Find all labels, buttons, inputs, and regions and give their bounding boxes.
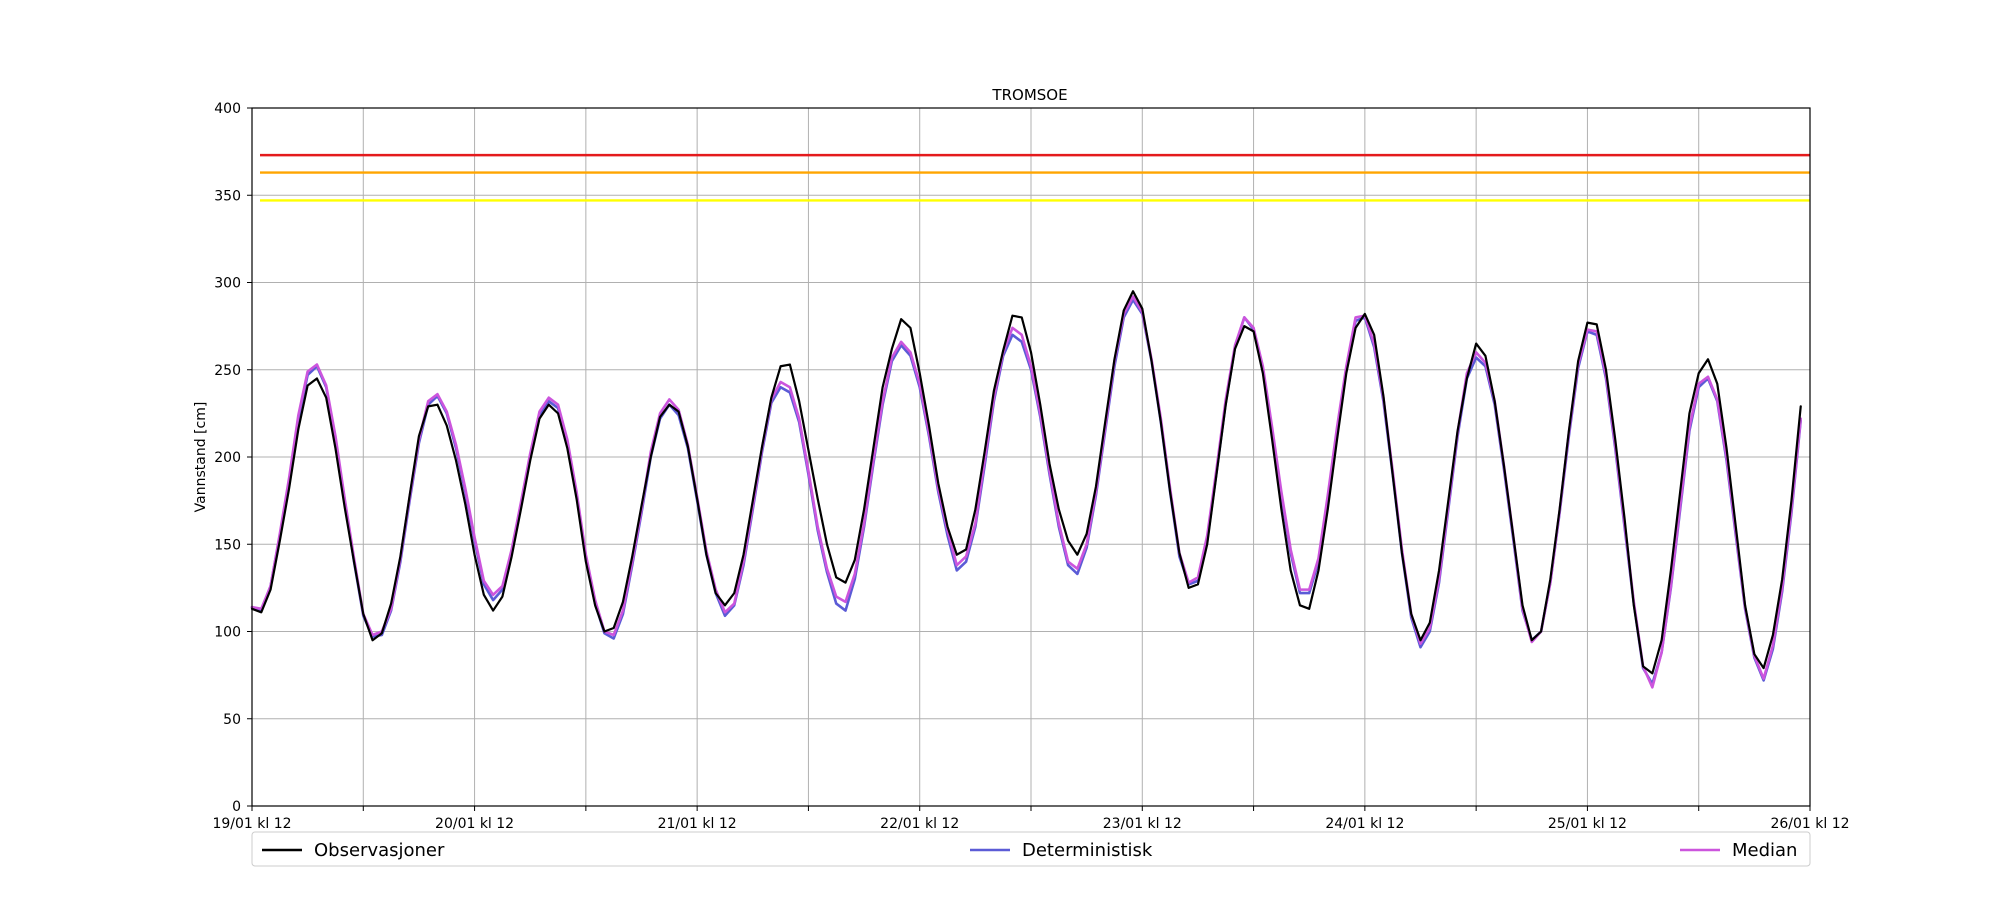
chart-title: TROMSOE [991,86,1067,104]
y-tick-label: 100 [214,625,241,641]
legend: Observasjoner Deterministisk Median [251,831,1811,867]
x-tick-label: 22/01 kl 12 [880,816,959,832]
x-tick-label: 26/01 kl 12 [1770,816,1849,832]
x-axis: 19/01 kl 12 20/01 kl 12 21/01 kl 12 22/01 k… [212,806,1850,832]
x-tick-label: 25/01 kl 12 [1548,816,1627,832]
threshold-lines [260,153,1810,202]
legend-label: Deterministisk [1022,840,1153,861]
legend-label: Median [1732,840,1797,861]
legend-label: Observasjoner [314,840,445,861]
y-tick-label: 300 [214,276,241,292]
series-lines [250,290,1803,689]
y-tick-label: 400 [214,101,241,117]
legend-frame [251,831,1811,867]
series-line-median [250,295,1803,689]
gridlines [251,107,1811,807]
y-tick-label: 200 [214,450,241,466]
x-tick-label: 19/01 kl 12 [212,816,291,832]
series-line-observasjoner [250,290,1802,675]
x-tick-label: 20/01 kl 12 [435,816,514,832]
y-tick-label: 250 [214,363,241,379]
y-tick-label: 150 [214,537,241,553]
x-tick-label: 24/01 kl 12 [1325,816,1404,832]
y-axis: 0 50 100 150 200 250 300 350 400 [214,101,252,815]
series-line-deterministisk [250,298,1803,686]
x-tick-label: 23/01 kl 12 [1103,816,1182,832]
y-tick-label: 50 [223,712,241,728]
x-tick-label: 21/01 kl 12 [658,816,737,832]
y-tick-label: 0 [232,799,241,815]
y-axis-label: Vannstand [cm] [193,402,209,513]
y-tick-label: 350 [214,188,241,204]
